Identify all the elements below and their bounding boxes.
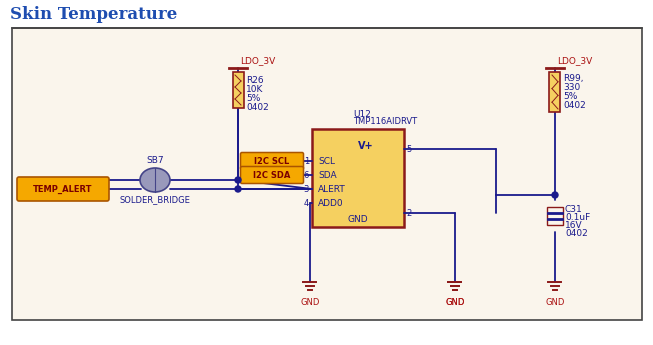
Text: GND: GND bbox=[445, 298, 465, 307]
Text: 0402: 0402 bbox=[563, 101, 586, 110]
Text: 330: 330 bbox=[563, 83, 581, 92]
Text: 2: 2 bbox=[406, 208, 411, 217]
FancyBboxPatch shape bbox=[312, 129, 404, 227]
Text: ALERT: ALERT bbox=[318, 185, 345, 194]
Circle shape bbox=[552, 192, 558, 198]
Text: 0402: 0402 bbox=[565, 228, 588, 237]
FancyBboxPatch shape bbox=[240, 152, 304, 169]
Text: GND: GND bbox=[347, 215, 368, 224]
Text: I2C SCL: I2C SCL bbox=[255, 157, 290, 166]
Text: V+: V+ bbox=[358, 141, 374, 151]
Text: 5: 5 bbox=[406, 145, 411, 154]
FancyBboxPatch shape bbox=[232, 72, 244, 108]
Text: I2C SDA: I2C SDA bbox=[253, 170, 291, 179]
Text: U12: U12 bbox=[353, 110, 371, 119]
Circle shape bbox=[235, 186, 241, 192]
Text: R99,: R99, bbox=[563, 74, 584, 83]
Text: 3: 3 bbox=[304, 185, 309, 194]
FancyBboxPatch shape bbox=[550, 72, 560, 112]
Text: LDO_3V: LDO_3V bbox=[557, 56, 592, 65]
Text: C31: C31 bbox=[565, 205, 582, 214]
Ellipse shape bbox=[140, 168, 170, 192]
FancyBboxPatch shape bbox=[240, 167, 304, 184]
Text: Skin Temperature: Skin Temperature bbox=[10, 6, 177, 22]
Text: 16V: 16V bbox=[565, 220, 582, 229]
Text: SCL: SCL bbox=[318, 157, 335, 166]
Text: 10K: 10K bbox=[246, 85, 263, 94]
Text: 4: 4 bbox=[304, 198, 309, 207]
Text: SOLDER_BRIDGE: SOLDER_BRIDGE bbox=[119, 195, 191, 204]
Text: 5%: 5% bbox=[563, 92, 577, 101]
Text: LDO_3V: LDO_3V bbox=[240, 56, 276, 65]
Text: GND: GND bbox=[300, 298, 320, 307]
FancyBboxPatch shape bbox=[12, 28, 642, 320]
Text: 5%: 5% bbox=[246, 94, 261, 103]
Text: GND: GND bbox=[545, 298, 565, 307]
FancyBboxPatch shape bbox=[17, 177, 109, 201]
Text: 1: 1 bbox=[304, 157, 309, 166]
Text: TEMP_ALERT: TEMP_ALERT bbox=[33, 185, 93, 194]
Text: 6: 6 bbox=[304, 170, 309, 179]
Text: R26: R26 bbox=[246, 76, 264, 85]
Text: TMP116AIDRVT: TMP116AIDRVT bbox=[353, 117, 417, 126]
Text: ADD0: ADD0 bbox=[318, 198, 343, 207]
Text: 0.1uF: 0.1uF bbox=[565, 213, 590, 221]
Circle shape bbox=[235, 177, 241, 183]
Text: SDA: SDA bbox=[318, 170, 337, 179]
Text: SB7: SB7 bbox=[146, 156, 164, 165]
Text: GND: GND bbox=[445, 298, 465, 307]
Text: 0402: 0402 bbox=[246, 103, 269, 112]
